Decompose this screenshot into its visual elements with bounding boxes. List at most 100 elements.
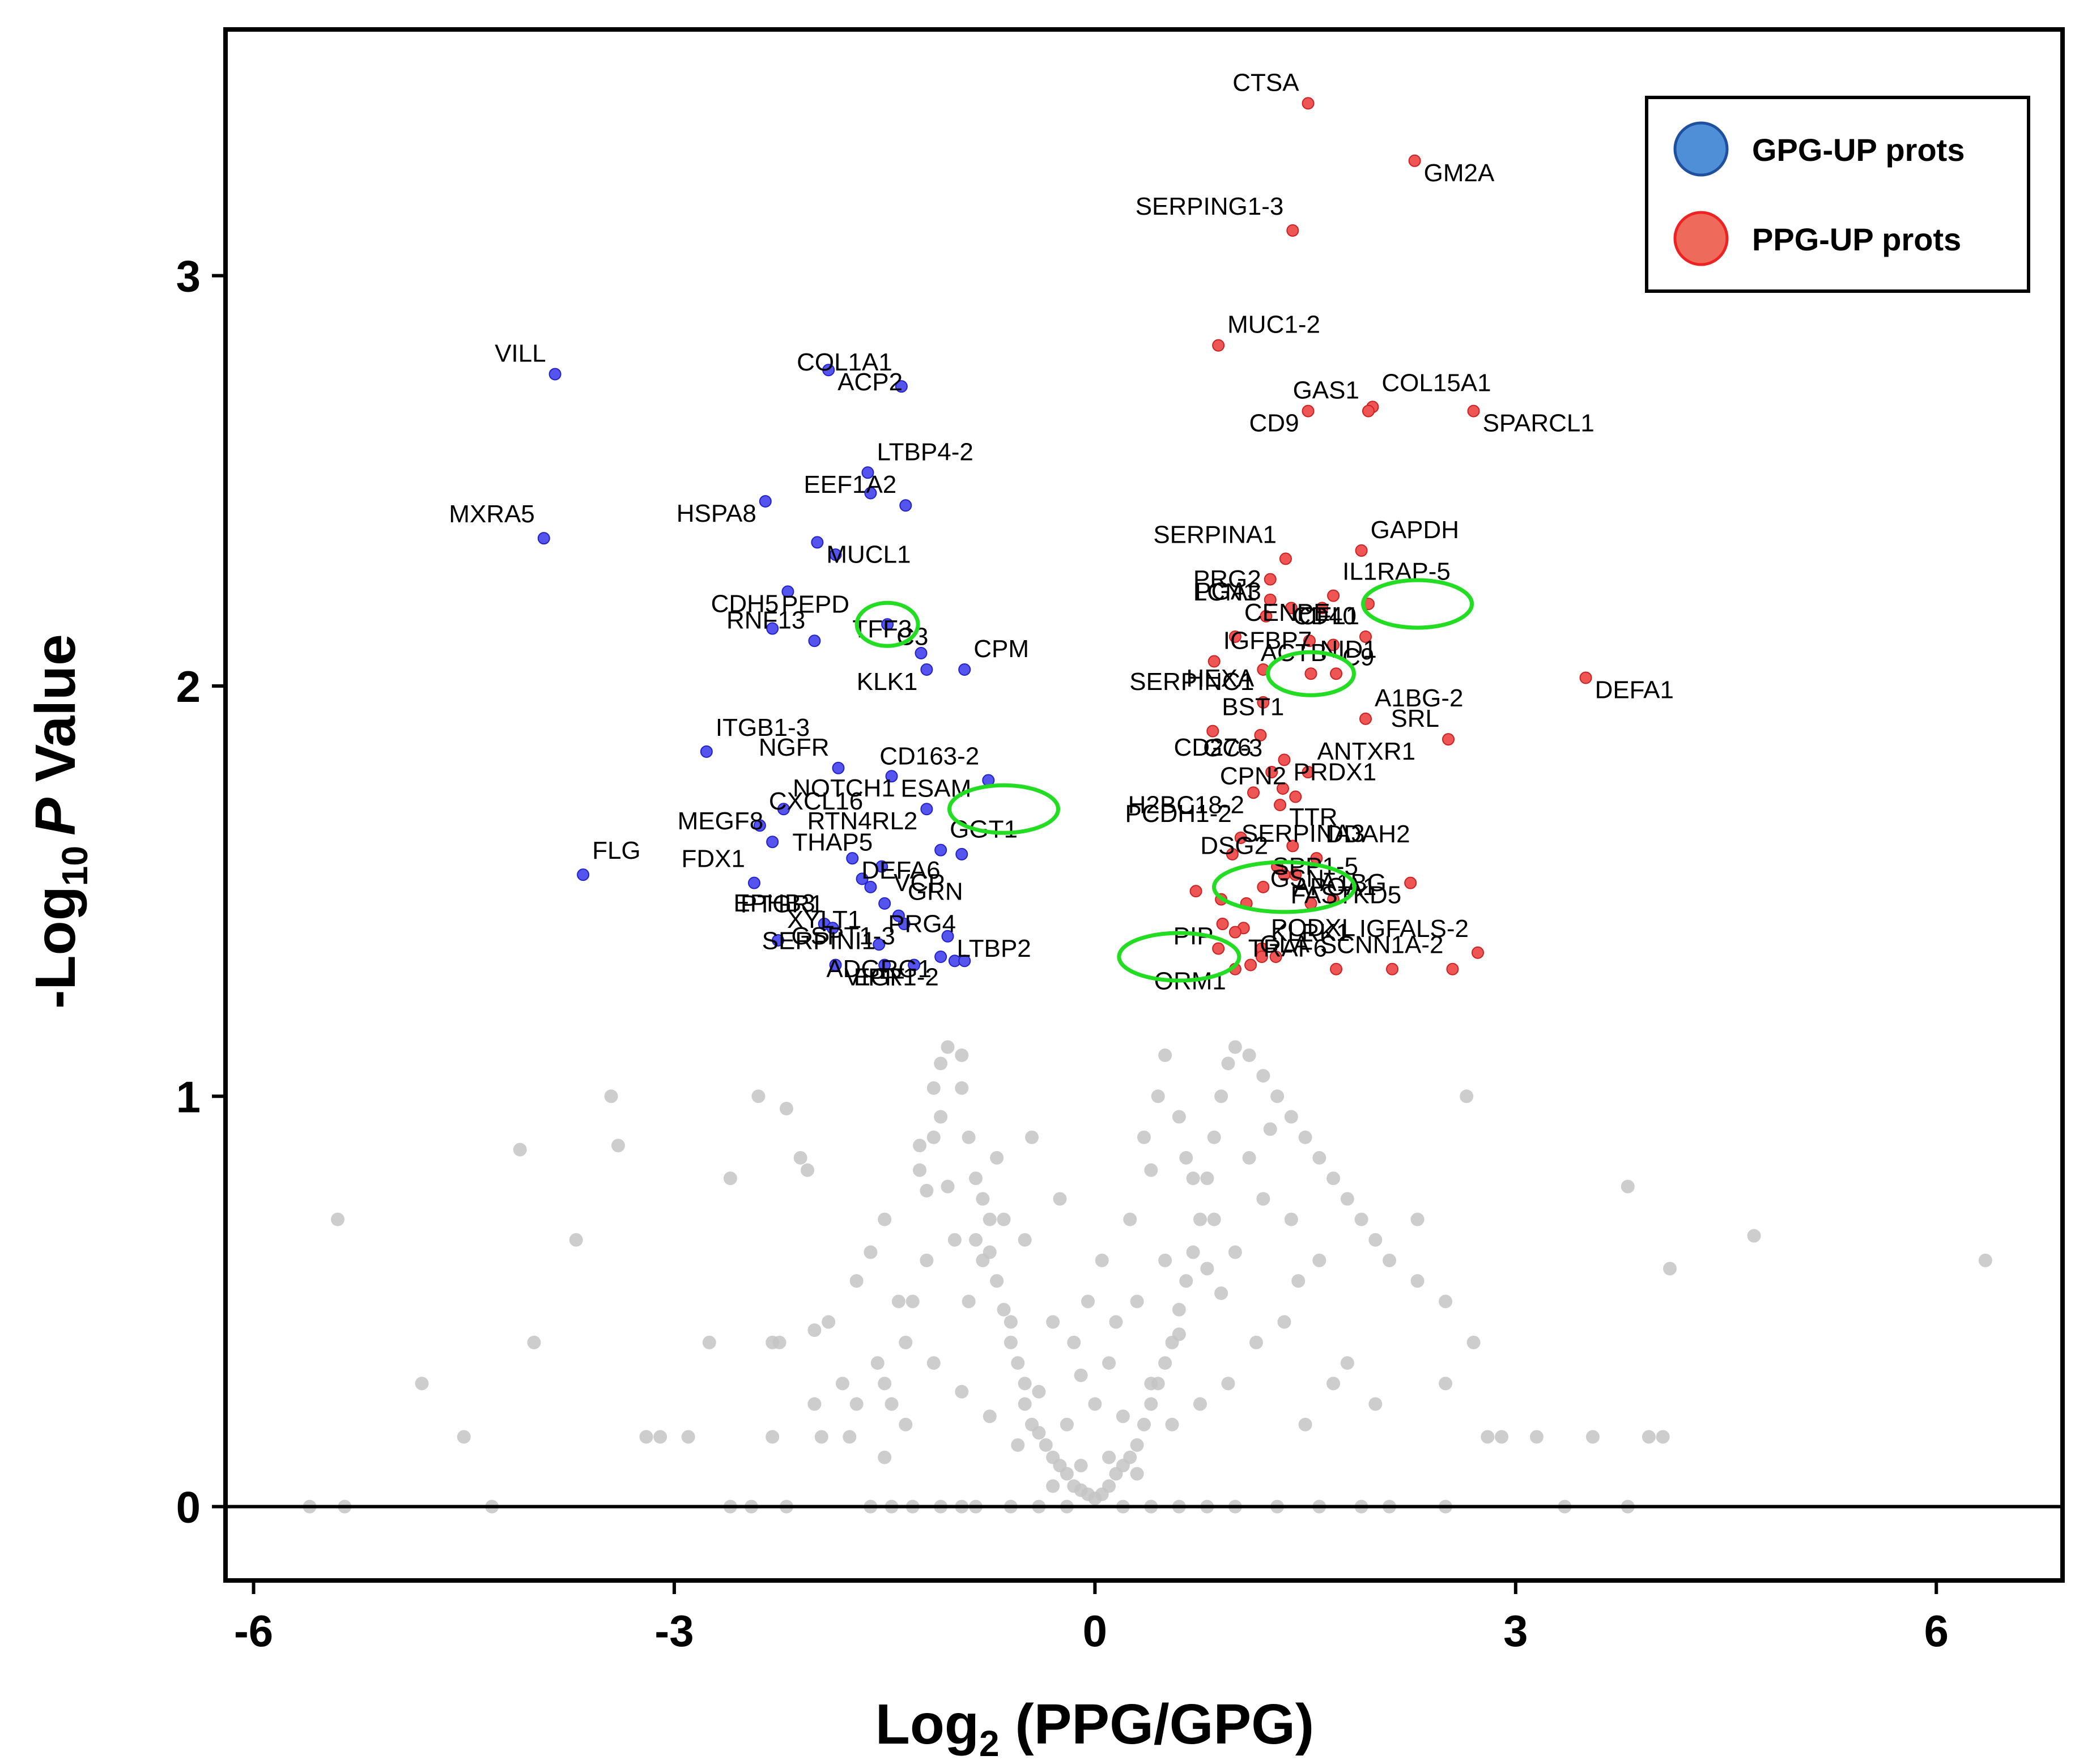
ns-point — [1256, 1069, 1270, 1083]
ppg-point — [1247, 786, 1260, 799]
point-label: CD163-2 — [879, 743, 979, 770]
point-label: SPARCL1 — [1483, 410, 1594, 437]
point-label: FASTKD5 — [1291, 881, 1402, 909]
gpg-point — [829, 548, 842, 561]
ns-point — [1270, 1089, 1285, 1103]
ns-point — [330, 1212, 345, 1226]
ppg-point — [1359, 630, 1372, 644]
point-label: RNF13 — [726, 606, 805, 634]
ns-point — [1978, 1254, 1992, 1268]
gpg-point — [941, 930, 954, 943]
point-label: LTBP2 — [957, 935, 1031, 962]
highlight-ellipse — [947, 783, 1061, 835]
point-label: CDH5 — [711, 590, 779, 617]
ns-point — [1585, 1430, 1600, 1444]
ns-point — [990, 1151, 1004, 1165]
ns-point — [1046, 1315, 1060, 1329]
ns-point — [864, 1245, 878, 1259]
point-label: APOA1 — [1293, 873, 1376, 901]
ns-point — [653, 1430, 667, 1444]
point-label: LTBP4-2 — [877, 438, 973, 466]
ns-point — [415, 1377, 429, 1391]
ppg-point — [1254, 728, 1267, 742]
point-label: HEXA — [1187, 664, 1255, 692]
point-label: PRG4 — [888, 910, 956, 938]
ns-point — [1039, 1438, 1053, 1452]
ns-point — [934, 1056, 948, 1071]
ppg-point — [1303, 634, 1316, 647]
ns-point — [920, 1254, 934, 1268]
ns-point — [1137, 1130, 1151, 1144]
ns-point — [1256, 1192, 1270, 1206]
gpg-point — [700, 745, 713, 758]
gpg-point — [811, 536, 824, 549]
ns-point — [1053, 1192, 1067, 1206]
gpg-point — [753, 819, 766, 832]
ns-point — [1495, 1430, 1509, 1444]
ns-point — [569, 1233, 583, 1247]
ns-point — [1354, 1212, 1368, 1226]
ns-point — [1151, 1089, 1165, 1103]
ns-point — [1102, 1479, 1116, 1493]
ns-point — [1326, 1377, 1341, 1391]
ns-point — [1326, 1171, 1341, 1186]
ppg-point — [1467, 404, 1480, 417]
point-label: NOTCH1 — [793, 774, 895, 802]
gpg-point — [856, 872, 869, 885]
point-label: ITGB1-3 — [716, 714, 810, 742]
legend-gpg-marker — [1673, 121, 1729, 177]
ns-point — [1018, 1233, 1032, 1247]
gpg-point — [766, 836, 779, 849]
ns-point — [969, 1171, 983, 1186]
ppg-point — [1257, 880, 1270, 893]
y-axis-title-sub: 10 — [54, 846, 95, 886]
gpg-point — [772, 934, 785, 947]
point-label: TTR — [1289, 803, 1338, 831]
ppg-point — [1304, 667, 1317, 680]
gpg-point — [908, 958, 921, 972]
ns-point — [899, 1335, 913, 1349]
ppg-point — [1330, 962, 1343, 975]
ns-point — [1130, 1467, 1144, 1481]
ns-point — [751, 1089, 766, 1103]
ns-point — [681, 1430, 695, 1444]
ns-point — [1481, 1430, 1495, 1444]
y-tick-label: 1 — [176, 1072, 201, 1122]
ns-point — [955, 1081, 969, 1095]
ns-point — [1144, 1377, 1158, 1391]
gpg-point — [864, 487, 877, 500]
ns-point — [1018, 1377, 1032, 1391]
gpg-point — [748, 876, 761, 889]
ns-point — [702, 1335, 716, 1349]
gpg-point — [892, 909, 905, 922]
ns-point — [1025, 1130, 1039, 1144]
ns-point — [1207, 1130, 1221, 1144]
point-label: COL1A1 — [797, 348, 892, 376]
y-axis-ticks: 0 1 2 3 — [176, 252, 226, 1532]
highlight-ellipse — [1117, 931, 1241, 983]
ns-point — [822, 1315, 836, 1329]
point-label: SERPINA1 — [1153, 521, 1277, 548]
ppg-point — [1316, 602, 1329, 615]
ns-point — [1242, 1151, 1256, 1165]
gpg-point — [873, 938, 886, 951]
ns-point — [885, 1397, 899, 1411]
point-label: PEPD — [781, 591, 849, 619]
point-label: MEGF8 — [678, 807, 764, 835]
ns-point — [772, 1335, 786, 1349]
ns-point — [1109, 1315, 1123, 1329]
gpg-point — [958, 663, 971, 676]
ppg-point — [1257, 696, 1270, 709]
ns-point — [1046, 1479, 1060, 1493]
y-axis-title-rest: Value — [24, 634, 87, 798]
ns-point — [1074, 1368, 1088, 1382]
ppg-point — [1264, 573, 1277, 586]
point-label: ACP2 — [837, 368, 903, 396]
ns-point — [926, 1356, 941, 1370]
point-label: FDX1 — [682, 845, 745, 873]
ppg-point — [1355, 544, 1368, 557]
gpg-point — [934, 951, 947, 964]
point-label: PGA3 — [1194, 578, 1261, 606]
ns-point — [1439, 1377, 1453, 1391]
